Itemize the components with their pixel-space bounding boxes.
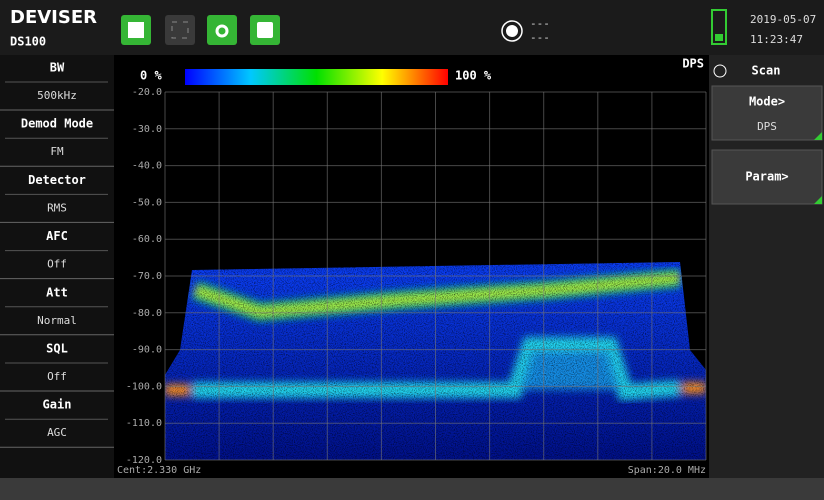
setting-label[interactable]: BW <box>50 61 65 75</box>
setting-label[interactable]: SQL <box>46 342 68 356</box>
icon <box>257 22 273 38</box>
setting-value[interactable]: Off <box>47 258 67 271</box>
screen: DEVISER DS100 --- --- 2019-05-07 11:23:4… <box>0 0 824 500</box>
setting-value[interactable]: Normal <box>37 314 77 327</box>
center-frequency: Cent:2.330 GHz <box>117 465 201 476</box>
setting-label[interactable]: Detector <box>28 173 86 187</box>
setting-label[interactable]: Att <box>46 285 68 299</box>
button-label: Mode> <box>749 95 785 109</box>
mode-label: DPS <box>682 57 704 71</box>
model: DS100 <box>10 35 46 49</box>
button-label: Param> <box>745 170 788 184</box>
time: 11:23:47 <box>750 33 803 46</box>
bottom-bar <box>0 478 824 500</box>
fullscreen-button[interactable] <box>165 15 195 45</box>
setting-label[interactable]: Demod Mode <box>21 117 93 131</box>
y-axis-label: -90.0 <box>132 345 162 356</box>
setting-value[interactable]: 500kHz <box>37 89 77 102</box>
y-axis-label: -50.0 <box>132 197 162 208</box>
gps-status: --- <box>530 17 550 30</box>
gps-icon <box>505 24 519 38</box>
y-axis-label: -70.0 <box>132 271 162 282</box>
gps-status: --- <box>530 31 550 44</box>
y-axis-label: -20.0 <box>132 87 162 98</box>
setting-value[interactable]: RMS <box>47 201 67 214</box>
color-scale <box>185 69 448 85</box>
setting-label[interactable]: AFC <box>46 229 68 243</box>
setting-value[interactable]: Off <box>47 370 67 383</box>
button-value: DPS <box>757 120 777 133</box>
y-axis-label: -30.0 <box>132 124 162 135</box>
brand: DEVISER <box>10 7 97 28</box>
y-axis-label: -80.0 <box>132 308 162 319</box>
setting-value[interactable]: AGC <box>47 426 67 439</box>
y-axis-label: -60.0 <box>132 234 162 245</box>
span: Span:20.0 MHz <box>628 465 706 476</box>
scale-min: 0 % <box>140 69 162 83</box>
y-axis-label: -100.0 <box>126 381 162 392</box>
setting-label[interactable]: Gain <box>43 398 72 412</box>
setting-value[interactable]: FM <box>50 145 64 158</box>
camera-button[interactable] <box>207 15 237 45</box>
y-axis-label: -40.0 <box>132 161 162 172</box>
date: 2019-05-07 <box>750 13 816 26</box>
scale-max: 100 % <box>455 69 492 83</box>
battery-level <box>715 34 723 41</box>
icon <box>128 22 144 38</box>
panel-title: Scan <box>752 64 781 78</box>
y-axis-label: -110.0 <box>126 418 162 429</box>
